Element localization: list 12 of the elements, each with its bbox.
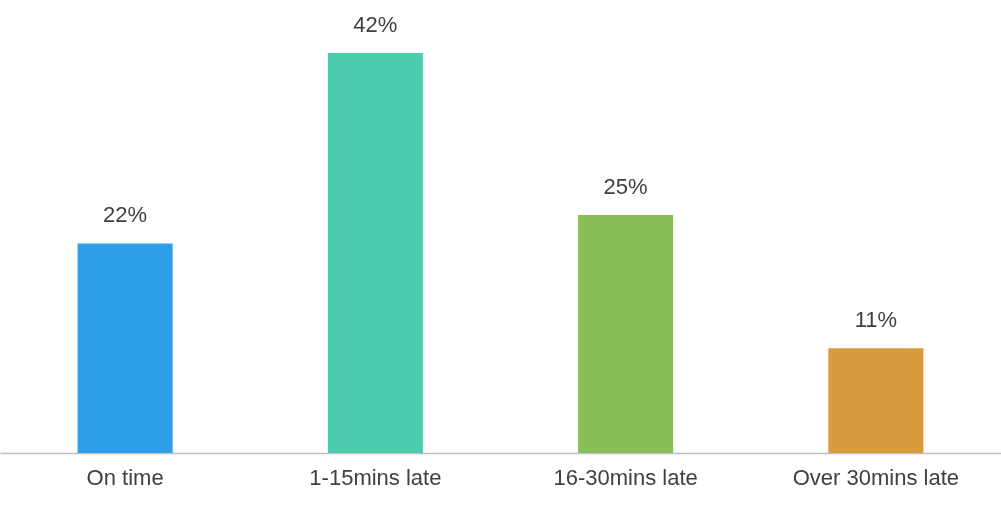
bar (578, 214, 674, 453)
bar (327, 53, 423, 453)
x-tick-label: On time (86, 464, 164, 490)
x-tick-label: Over 30mins late (792, 464, 960, 490)
data-label: 42% (353, 12, 398, 37)
bar (828, 348, 924, 453)
bar (77, 243, 173, 453)
data-label: 22% (103, 202, 148, 228)
x-tick-label: 1-15mins late (309, 464, 442, 490)
x-tick-label: 16-30mins late (553, 464, 698, 490)
data-label: 25% (603, 173, 648, 199)
data-label: 11% (854, 307, 898, 333)
